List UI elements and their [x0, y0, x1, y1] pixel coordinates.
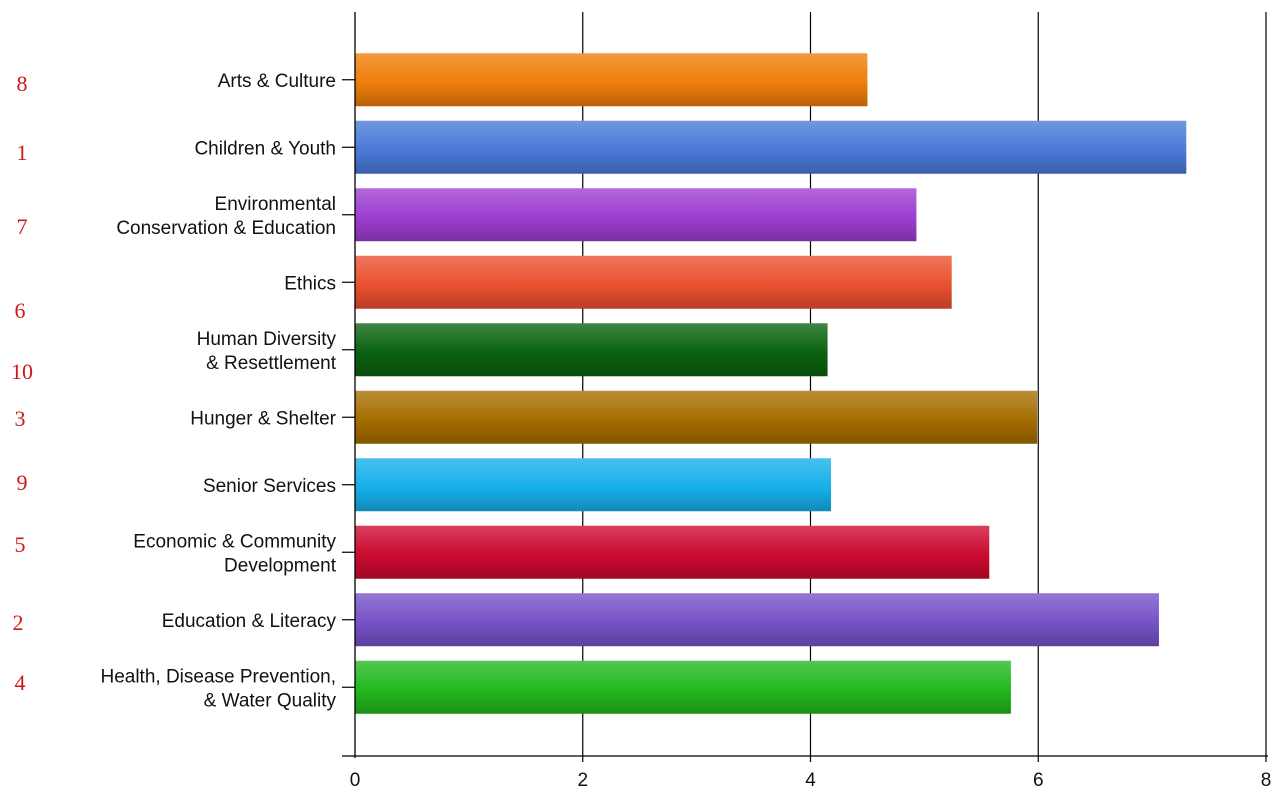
bar	[355, 255, 952, 309]
bar	[355, 53, 868, 107]
category-label: Senior Services	[203, 476, 336, 497]
y-ticks	[342, 79, 355, 688]
category-labels: Arts & Culture Children & Youth Environmen…	[100, 71, 336, 712]
bar	[355, 593, 1159, 647]
x-tick-label: 2	[577, 770, 588, 791]
x-tick-label: 8	[1261, 770, 1272, 791]
bar	[355, 120, 1187, 174]
rank-label: 1	[17, 140, 28, 165]
bar	[355, 525, 990, 579]
category-label: Hunger & Shelter	[190, 408, 336, 429]
category-label: Environmental Conservation & Education	[116, 194, 336, 239]
bar	[355, 323, 828, 377]
category-label: Economic & Community Development	[133, 531, 336, 576]
rank-label: 4	[15, 670, 26, 695]
rank-label: 7	[17, 214, 28, 239]
x-tick-label: 4	[805, 770, 816, 791]
category-label: Arts & Culture	[218, 71, 336, 92]
rank-label: 8	[17, 71, 28, 96]
bar	[355, 188, 917, 242]
bar	[355, 390, 1038, 444]
rank-label: 9	[17, 470, 28, 495]
x-tick-label: 0	[350, 770, 361, 791]
bars	[355, 53, 1187, 714]
rank-label: 6	[15, 298, 26, 323]
x-ticks: 0 2 4 6 8	[350, 770, 1272, 791]
rank-label: 2	[13, 610, 24, 635]
rank-label: 10	[11, 359, 33, 384]
bar	[355, 458, 831, 512]
category-label: Children & Youth	[194, 138, 336, 159]
x-tick-label: 6	[1033, 770, 1044, 791]
bar	[355, 660, 1011, 714]
category-label: Human Diversity & Resettlement	[197, 329, 337, 374]
rank-label: 3	[15, 406, 26, 431]
category-label: Health, Disease Prevention, & Water Quali…	[100, 666, 336, 711]
rank-label: 5	[15, 532, 26, 557]
rank-labels: 8 1 7 6 10 3 9 5 2 4	[11, 71, 33, 695]
category-label: Education & Literacy	[162, 611, 337, 632]
category-label: Ethics	[284, 273, 336, 294]
